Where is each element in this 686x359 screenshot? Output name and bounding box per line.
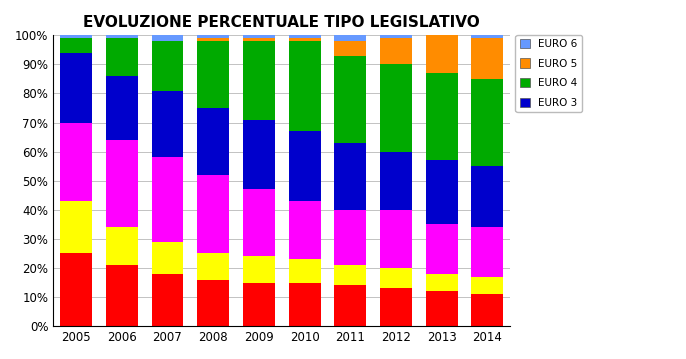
Bar — [243, 256, 275, 283]
Bar — [426, 224, 458, 274]
Bar — [471, 79, 504, 166]
Bar — [60, 35, 92, 38]
Bar — [334, 143, 366, 210]
Bar — [471, 227, 504, 277]
Bar — [426, 73, 458, 160]
Bar — [334, 285, 366, 326]
Bar — [106, 265, 138, 326]
Bar — [60, 122, 92, 201]
Bar — [106, 227, 138, 265]
Bar — [334, 41, 366, 56]
Legend: EURO 6, EURO 5, EURO 4, EURO 3: EURO 6, EURO 5, EURO 4, EURO 3 — [515, 35, 582, 112]
Bar — [471, 38, 504, 79]
Bar — [334, 35, 366, 41]
Bar — [289, 259, 320, 283]
Bar — [197, 253, 229, 280]
Bar — [106, 35, 138, 38]
Bar — [471, 166, 504, 227]
Bar — [289, 131, 320, 201]
Bar — [380, 210, 412, 268]
Bar — [243, 120, 275, 190]
Bar — [197, 280, 229, 326]
Bar — [197, 35, 229, 38]
Bar — [289, 38, 320, 41]
Bar — [289, 41, 320, 131]
Bar — [60, 201, 92, 253]
Bar — [152, 242, 183, 274]
Bar — [106, 38, 138, 76]
Bar — [152, 90, 183, 158]
Bar — [106, 140, 138, 227]
Bar — [197, 175, 229, 253]
Bar — [152, 35, 183, 41]
Bar — [380, 151, 412, 210]
Bar — [243, 190, 275, 256]
Bar — [380, 38, 412, 64]
Bar — [106, 76, 138, 140]
Bar — [471, 294, 504, 326]
Bar — [289, 201, 320, 259]
Bar — [243, 283, 275, 326]
Bar — [243, 35, 275, 38]
Bar — [380, 64, 412, 151]
Bar — [60, 38, 92, 53]
Bar — [471, 277, 504, 294]
Bar — [289, 35, 320, 38]
Bar — [197, 108, 229, 175]
Bar — [60, 53, 92, 122]
Bar — [152, 158, 183, 242]
Bar — [243, 38, 275, 41]
Bar — [152, 274, 183, 326]
Bar — [471, 35, 504, 38]
Bar — [334, 210, 366, 265]
Title: EVOLUZIONE PERCENTUALE TIPO LEGISLATIVO: EVOLUZIONE PERCENTUALE TIPO LEGISLATIVO — [84, 15, 480, 30]
Bar — [334, 56, 366, 143]
Bar — [60, 253, 92, 326]
Bar — [334, 265, 366, 285]
Bar — [243, 41, 275, 120]
Bar — [426, 274, 458, 291]
Bar — [426, 291, 458, 326]
Bar — [426, 35, 458, 73]
Bar — [380, 268, 412, 288]
Bar — [380, 35, 412, 38]
Bar — [426, 160, 458, 224]
Bar — [152, 41, 183, 90]
Bar — [197, 41, 229, 108]
Bar — [197, 38, 229, 41]
Bar — [380, 288, 412, 326]
Bar — [289, 283, 320, 326]
